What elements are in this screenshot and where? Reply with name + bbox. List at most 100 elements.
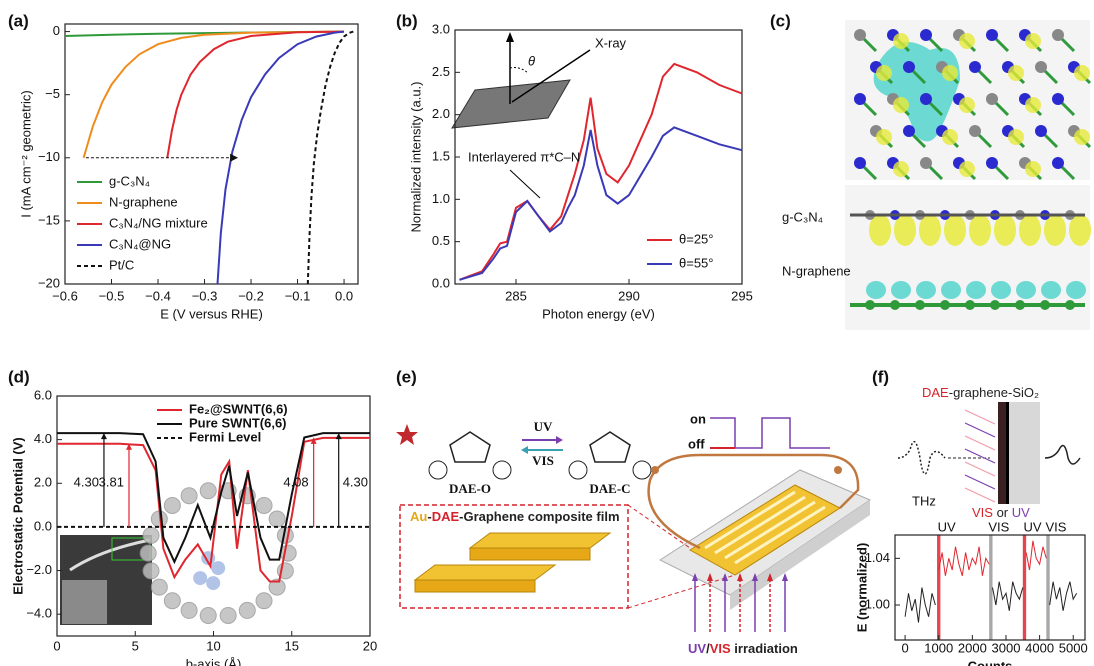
atom (181, 488, 197, 504)
charge-density (959, 161, 975, 177)
charge-density (1074, 129, 1090, 145)
charge-density (942, 129, 958, 145)
y-tick-label: 1.0 (432, 191, 450, 206)
x-tick-label: −0.5 (99, 288, 125, 303)
x-tick-label: 15 (285, 638, 299, 653)
region-label: VIS (988, 519, 1009, 534)
atom (151, 579, 167, 595)
legend-label: Fe₂@SWNT(6,6) (189, 401, 288, 416)
light-arrow (965, 410, 995, 424)
structure-model (845, 20, 1091, 330)
atom (854, 157, 866, 169)
x-axis-label: Counts (968, 658, 1013, 666)
charge-density (959, 33, 975, 49)
charge-density (876, 129, 892, 145)
x-tick-label: 2000 (958, 640, 987, 655)
x-tick-label: 4000 (1025, 640, 1054, 655)
label-part: VIS (710, 641, 731, 656)
arrow-label: UV (534, 419, 553, 434)
y-tick-label: 0 (53, 23, 60, 38)
x-tick-label: 0 (53, 638, 60, 653)
x-tick-label: 295 (731, 288, 753, 303)
y-tick-label: 0.5 (432, 233, 450, 248)
y-tick-label: −2.0 (26, 562, 52, 577)
atom (920, 157, 932, 169)
annotation: 3.81 (99, 475, 124, 490)
legend-label: Pt/C (109, 257, 134, 272)
atom (193, 571, 207, 585)
label-part: -Graphene composite film (459, 509, 619, 524)
charge-density (891, 281, 911, 299)
x-tick-label: −0.1 (285, 288, 311, 303)
atom (211, 561, 225, 575)
arrow-label: VIS (532, 453, 554, 468)
angle-arc (510, 68, 528, 73)
tem-image (62, 580, 107, 624)
x-tick-label: 20 (363, 638, 377, 653)
signal (710, 418, 830, 448)
y-tick-label: −5 (45, 86, 60, 101)
atom (1035, 61, 1047, 73)
charge-density (991, 281, 1011, 299)
charge-density (1041, 281, 1061, 299)
label-part: DAE (432, 509, 460, 524)
molecule-ring (569, 461, 587, 479)
atom (1052, 93, 1064, 105)
atom (206, 576, 220, 590)
atom (220, 607, 236, 623)
molecule-ring (450, 432, 490, 462)
panel-label: (f) (872, 367, 889, 386)
atom (181, 602, 197, 618)
atom (164, 497, 180, 513)
charge-density (959, 97, 975, 113)
x-tick-label: −0.3 (192, 288, 218, 303)
charge-density (1074, 65, 1090, 81)
atom (143, 527, 159, 543)
region-label: UV (938, 519, 956, 534)
y-tick-label: 0.0 (432, 275, 450, 290)
layer-label: g-C₃N₄ (782, 209, 823, 224)
molecule-ring (429, 461, 447, 479)
legend-label: Fermi Level (189, 429, 261, 444)
x-tick-label: 10 (206, 638, 220, 653)
atom (200, 483, 216, 499)
light-arrow (965, 462, 995, 476)
legend-label: C₃N₄@NG (109, 236, 171, 251)
label: UV/VIS irradiation (688, 641, 798, 656)
atom (256, 497, 272, 513)
annotation: X-ray (595, 35, 627, 50)
thz-diagram (898, 402, 1080, 504)
x-tick-label: 0 (901, 640, 908, 655)
x-tick-label: −0.2 (238, 288, 264, 303)
charge-density (966, 281, 986, 299)
y-tick-label: 1.5 (432, 148, 450, 163)
y-tick-label: 4.0 (34, 431, 52, 446)
film (470, 548, 590, 560)
label-part: irradiation (731, 641, 798, 656)
thz-pulse (898, 442, 945, 474)
atom (854, 29, 866, 41)
data-line (167, 32, 344, 158)
data-line (308, 32, 354, 284)
charge-density (1008, 65, 1024, 81)
y-tick-label: 6.0 (34, 387, 52, 402)
y-axis-label: I (mA cm⁻² geometric) (18, 90, 33, 218)
atom (140, 545, 156, 561)
y-tick-label: 2.0 (432, 106, 450, 121)
light-arrow (965, 475, 995, 489)
annotation: Interlayered π*C–N (468, 149, 580, 164)
figure: (a) (b) (c) (d) (e) (f) (0, 0, 1094, 666)
molecule-ring (493, 461, 511, 479)
atom (1052, 29, 1064, 41)
x-tick-label: 290 (618, 288, 640, 303)
molecule-ring (590, 432, 630, 462)
label-part: DAE (922, 385, 949, 400)
atom (986, 29, 998, 41)
x-tick-label: −0.6 (52, 288, 78, 303)
label: DAE-graphene-SiO₂ (922, 385, 1039, 400)
atom (969, 125, 981, 137)
charge-density (876, 65, 892, 81)
atom (854, 93, 866, 105)
panel-label: (b) (396, 11, 418, 30)
label-part: -graphene-SiO₂ (949, 385, 1039, 400)
